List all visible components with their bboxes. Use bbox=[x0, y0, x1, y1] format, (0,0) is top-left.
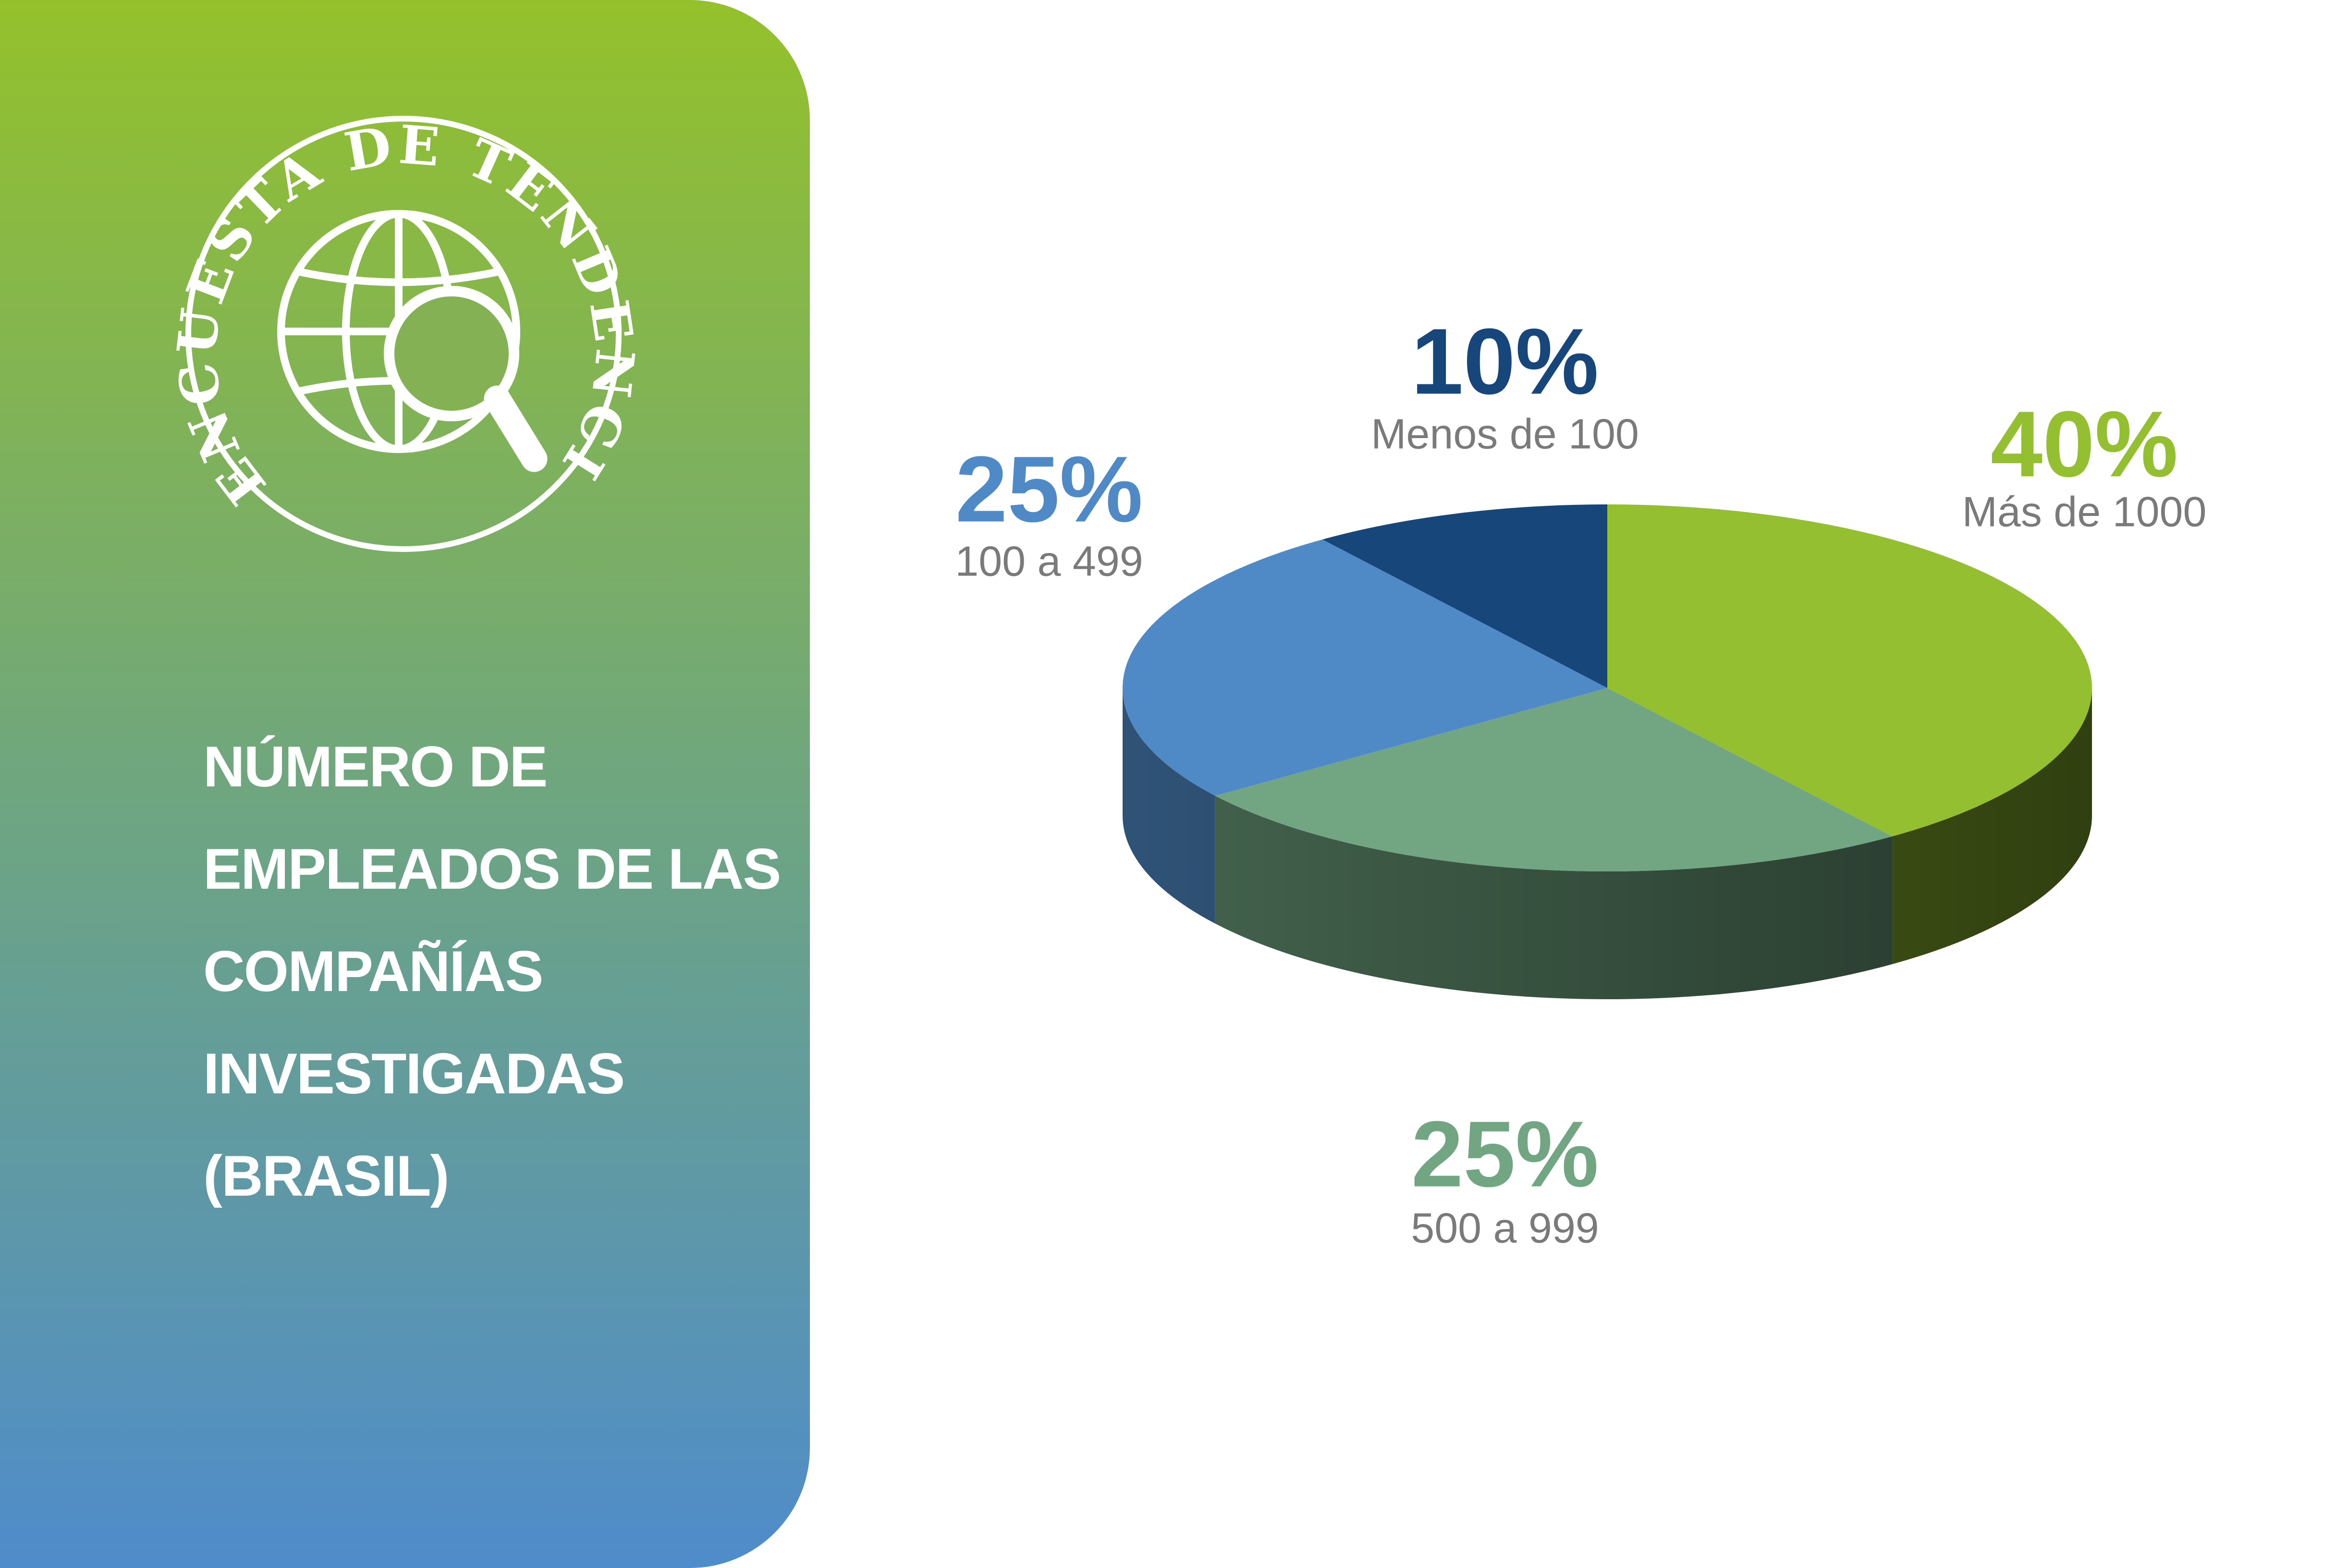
badge-ring bbox=[185, 116, 622, 552]
slice bbox=[1322, 504, 1607, 688]
category-label: Más de 1000 bbox=[1962, 488, 2207, 535]
slice bbox=[1215, 688, 1893, 871]
value-label: 10% bbox=[1411, 309, 1599, 414]
side-panel: NÚMERO DE EMPLEADOS DE LAS COMPAÑÍAS INV… bbox=[0, 0, 810, 1568]
slice bbox=[1123, 539, 1607, 796]
category-label: 500 a 999 bbox=[1411, 1204, 1599, 1251]
chart-title: NÚMERO DE EMPLEADOS DE LAS COMPAÑÍAS INV… bbox=[203, 735, 781, 1208]
category-label: 100 a 499 bbox=[955, 537, 1143, 585]
category-label: Menos de 100 bbox=[1371, 410, 1639, 457]
badge: ENCUESTA DE TENDENCIAS bbox=[0, 0, 643, 552]
value-label: 25% bbox=[955, 437, 1143, 542]
magnifier-lens bbox=[384, 286, 519, 421]
slice bbox=[1607, 504, 2092, 837]
value-label: 25% bbox=[1411, 1102, 1599, 1207]
magnifier-handle bbox=[484, 385, 548, 472]
value-label: 40% bbox=[1991, 392, 2178, 497]
side-shade bbox=[1123, 688, 2092, 999]
